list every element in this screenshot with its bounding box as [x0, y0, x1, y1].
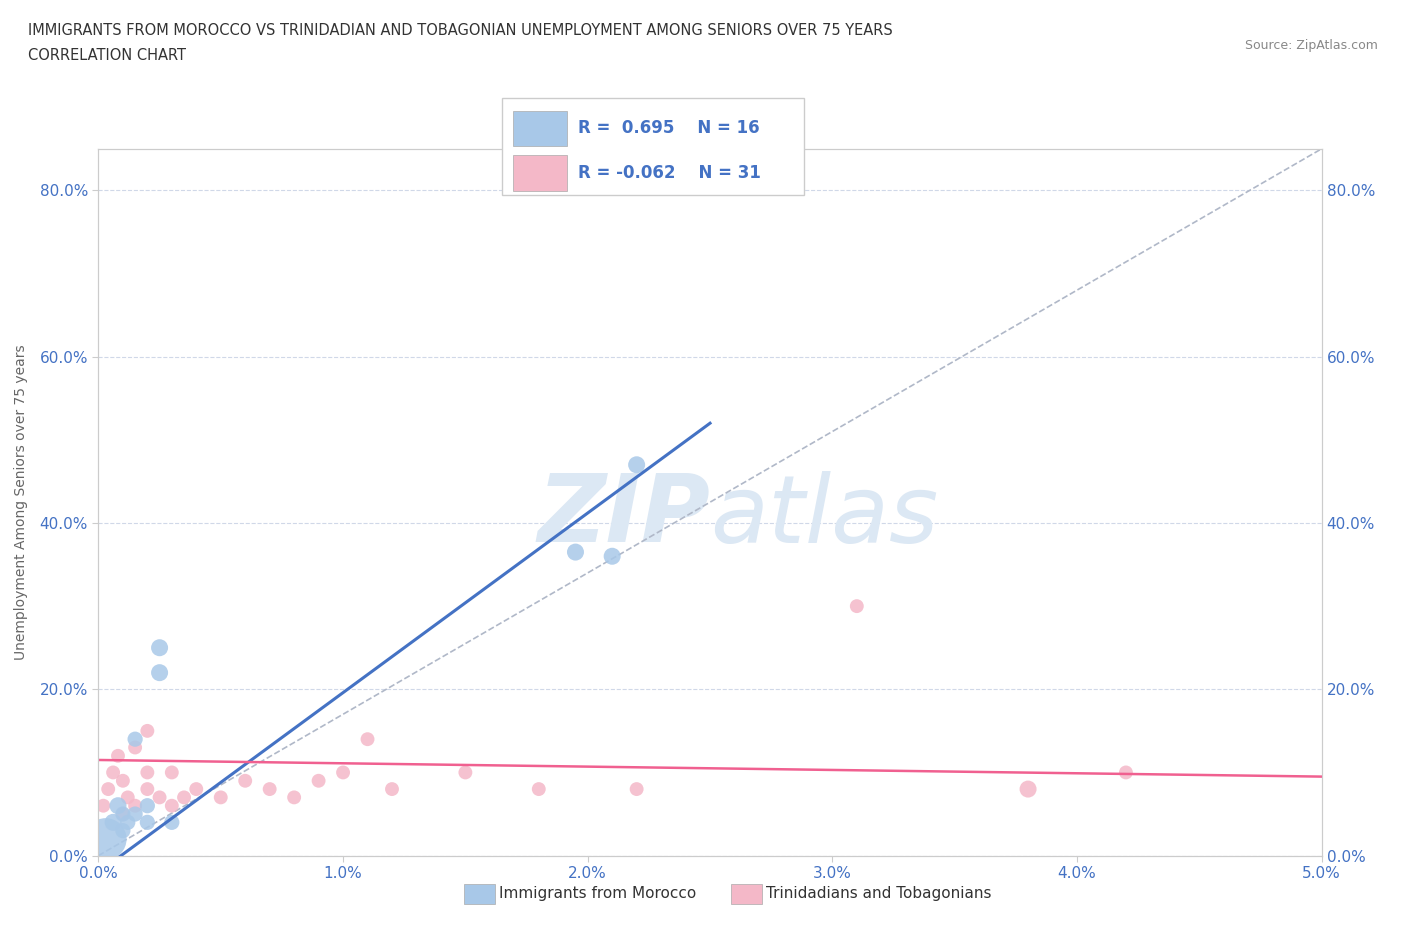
- Point: [111, 806, 134, 821]
- Point: [149, 640, 172, 655]
- Text: Trinidadians and Tobagonians: Trinidadians and Tobagonians: [766, 886, 991, 901]
- Point: [124, 798, 146, 813]
- Point: [111, 806, 134, 821]
- Point: [101, 815, 124, 830]
- Point: [233, 774, 256, 789]
- Text: ZIP: ZIP: [537, 471, 710, 563]
- Text: CORRELATION CHART: CORRELATION CHART: [28, 48, 186, 63]
- Point: [136, 765, 159, 780]
- Point: [94, 831, 117, 846]
- Point: [173, 790, 195, 804]
- Text: IMMIGRANTS FROM MOROCCO VS TRINIDADIAN AND TOBAGONIAN UNEMPLOYMENT AMONG SENIORS: IMMIGRANTS FROM MOROCCO VS TRINIDADIAN A…: [28, 23, 893, 38]
- Point: [186, 781, 208, 796]
- Point: [626, 781, 648, 796]
- Point: [600, 549, 623, 564]
- Text: Source: ZipAtlas.com: Source: ZipAtlas.com: [1244, 39, 1378, 52]
- Point: [149, 665, 172, 680]
- Point: [136, 798, 159, 813]
- Point: [117, 815, 139, 830]
- Point: [1115, 765, 1137, 780]
- Point: [283, 790, 305, 804]
- Point: [564, 545, 586, 560]
- Point: [626, 458, 648, 472]
- Point: [160, 765, 183, 780]
- Point: [209, 790, 232, 804]
- Text: R =  0.695    N = 16: R = 0.695 N = 16: [578, 119, 759, 138]
- Point: [124, 740, 146, 755]
- Point: [136, 781, 159, 796]
- Text: R = -0.062    N = 31: R = -0.062 N = 31: [578, 164, 761, 182]
- Point: [845, 599, 868, 614]
- Text: atlas: atlas: [710, 471, 938, 562]
- Point: [111, 774, 134, 789]
- Point: [117, 790, 139, 804]
- Point: [107, 798, 129, 813]
- Point: [160, 798, 183, 813]
- Point: [91, 798, 114, 813]
- Point: [107, 749, 129, 764]
- Point: [356, 732, 378, 747]
- Y-axis label: Unemployment Among Seniors over 75 years: Unemployment Among Seniors over 75 years: [14, 344, 28, 660]
- Point: [527, 781, 550, 796]
- Text: Immigrants from Morocco: Immigrants from Morocco: [499, 886, 696, 901]
- Point: [259, 781, 281, 796]
- Point: [332, 765, 354, 780]
- Point: [454, 765, 477, 780]
- Point: [136, 724, 159, 738]
- Point: [101, 765, 124, 780]
- Point: [149, 790, 172, 804]
- Point: [124, 732, 146, 747]
- Point: [160, 815, 183, 830]
- Point: [308, 774, 330, 789]
- Point: [124, 806, 146, 821]
- Point: [136, 815, 159, 830]
- Point: [381, 781, 404, 796]
- Point: [111, 823, 134, 838]
- Point: [1017, 781, 1039, 796]
- Point: [97, 781, 120, 796]
